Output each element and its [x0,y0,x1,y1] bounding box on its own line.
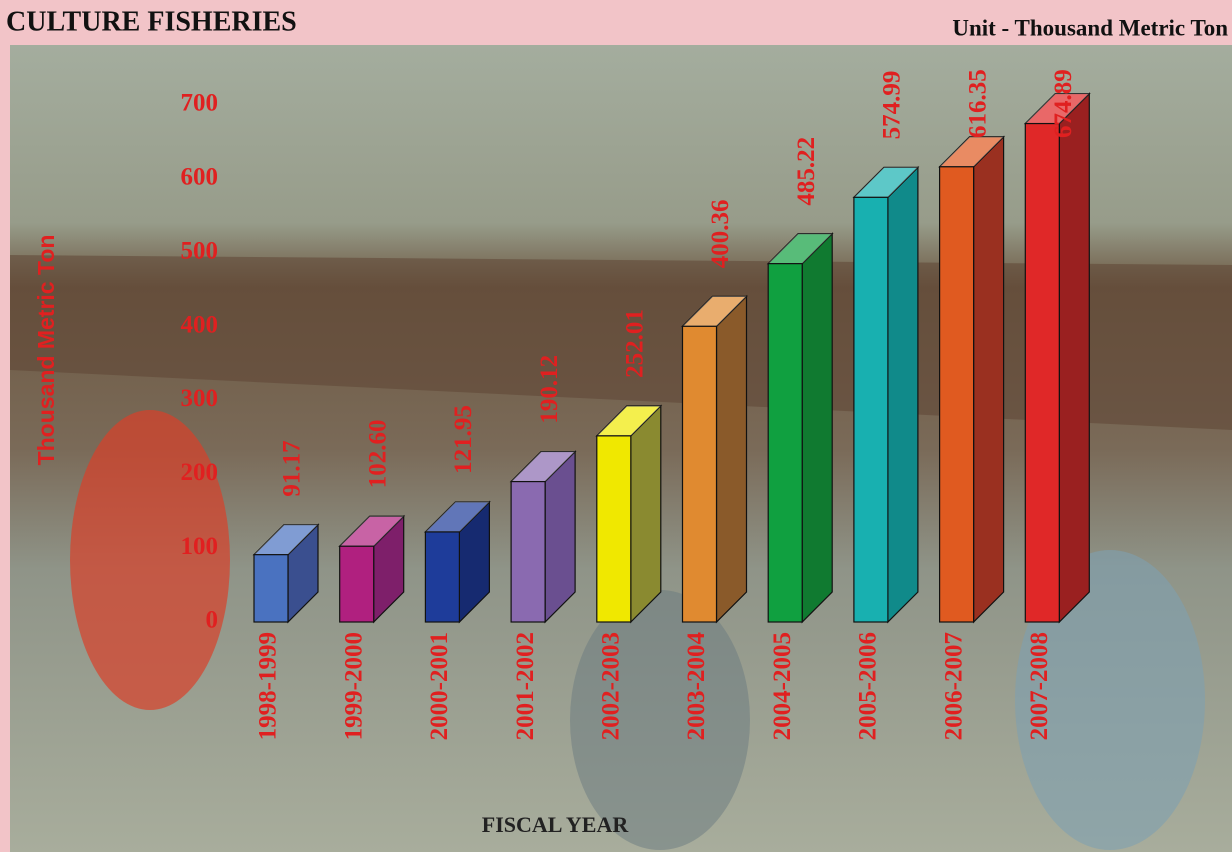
y-tick-label: 100 [181,533,219,560]
x-tick-label: 1999-2000 [340,632,367,740]
figure [70,410,230,710]
chart-title: CULTURE FISHERIES [6,6,297,37]
bar [340,546,374,622]
bar [511,482,545,622]
bar [597,436,631,622]
bar [768,264,802,622]
value-label: 102.60 [364,419,391,488]
x-tick-label: 2003-2004 [683,632,710,741]
y-tick-label: 0 [206,607,219,634]
y-tick-label: 400 [181,311,219,338]
bar [854,197,888,622]
value-label: 252.01 [622,309,649,378]
bar [940,167,974,622]
x-tick-label: 1998-1999 [255,632,282,740]
x-tick-label: 2006-2007 [940,632,967,740]
bar [683,326,717,622]
x-tick-label: 2002-2003 [598,632,625,740]
bar-side [802,234,832,622]
chart: CULTURE FISHERIES Unit - Thousand Metric… [0,0,1232,852]
bar-side [974,137,1004,622]
y-tick-label: 700 [181,90,219,117]
value-label: 400.36 [707,200,734,269]
value-label: 91.17 [279,440,306,496]
value-label: 674.89 [1050,69,1077,138]
bar [254,555,288,622]
value-label: 616.35 [964,69,991,138]
bar-side [717,296,747,622]
y-tick-label: 600 [181,164,219,191]
unit-note: Unit - Thousand Metric Ton [952,15,1228,40]
bar-side [888,167,918,622]
y-axis-label: Thousand Metric Ton [33,235,59,466]
bar-side [1059,94,1089,622]
x-tick-label: 2007-2008 [1026,632,1053,740]
value-label: 574.99 [879,71,906,140]
x-axis-label: FISCAL YEAR [482,812,630,837]
x-tick-label: 2004-2005 [769,632,796,740]
bar [425,532,459,622]
x-tick-label: 2005-2006 [855,632,882,740]
bar-side [631,406,661,622]
x-tick-label: 2000-2001 [426,632,453,740]
value-label: 485.22 [793,137,820,206]
value-label: 121.95 [450,405,477,474]
bar [1025,124,1059,622]
y-tick-label: 200 [181,459,219,486]
y-tick-label: 300 [181,385,219,412]
x-tick-label: 2001-2002 [512,632,539,740]
y-tick-label: 500 [181,237,219,264]
value-label: 190.12 [536,355,563,424]
